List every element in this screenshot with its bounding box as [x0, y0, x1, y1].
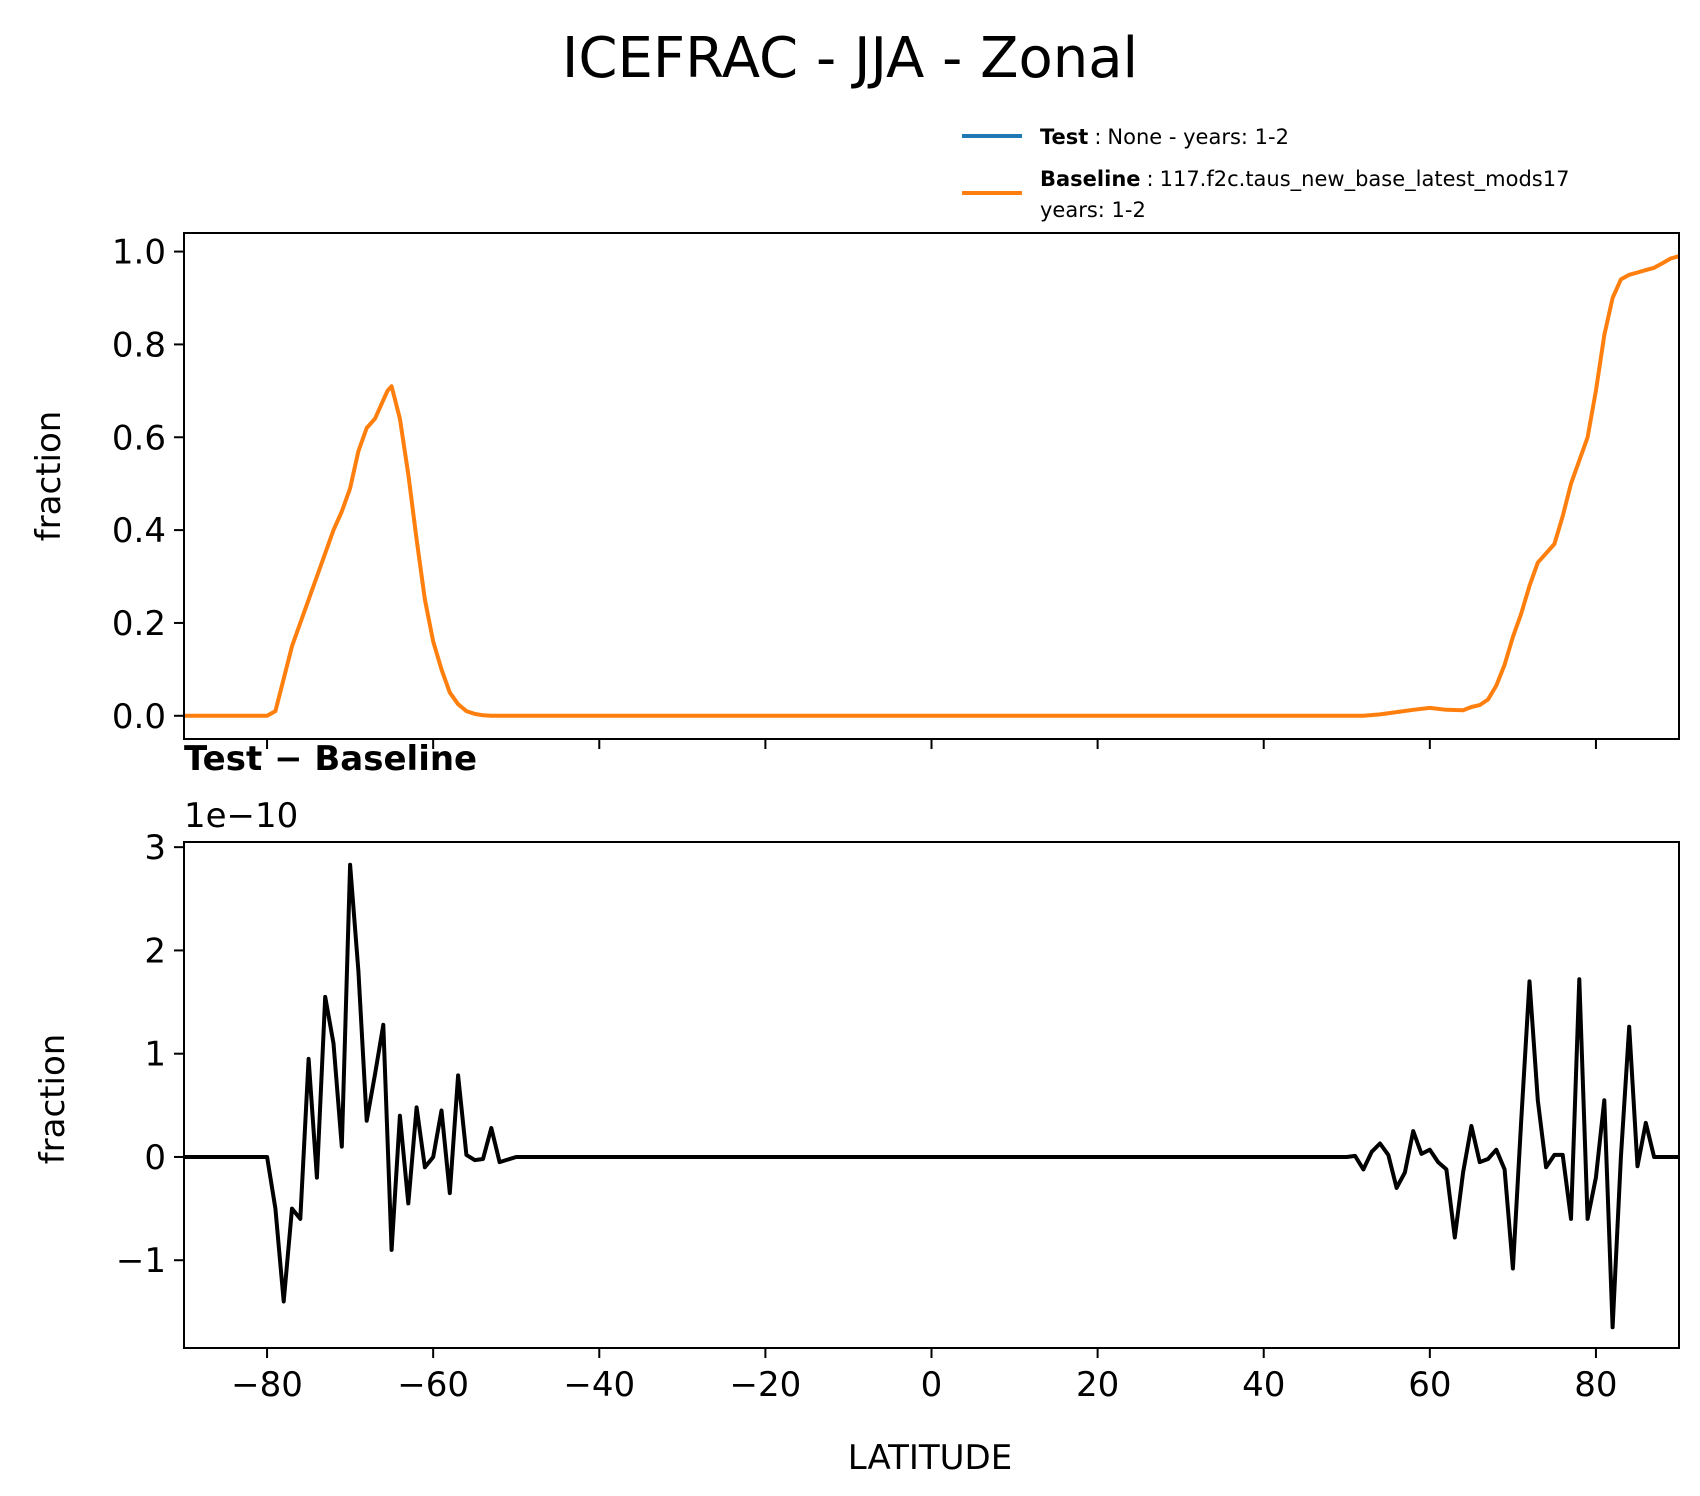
chart-title: ICEFRAC - JJA - Zonal	[562, 26, 1138, 91]
xtick-label: −60	[397, 1365, 469, 1405]
bottom-ylabel: fraction	[33, 1034, 73, 1165]
xtick-label: 60	[1408, 1365, 1451, 1405]
ytick-label: 1.0	[112, 233, 166, 273]
series-line-test-baseline	[184, 862, 1679, 1330]
legend-test-text: None - years: 1-2	[1107, 125, 1289, 149]
ytick-label: 1	[144, 1035, 166, 1075]
xtick-label: −20	[730, 1365, 802, 1405]
ytick-label: 3	[144, 828, 166, 868]
legend-baseline-text: 117.f2c.taus_new_base_latest_mods17	[1160, 167, 1570, 192]
top-axes: 0.0 0.2 0.4 0.6 0.8 1.0	[112, 232, 1680, 749]
xtick-label: −40	[563, 1365, 635, 1405]
series-line-baseline	[184, 254, 1680, 718]
ytick-label: 0.0	[112, 697, 166, 737]
legend-test-entry: Test: None - years: 1-2	[1040, 125, 1289, 149]
ytick-label: 0.2	[112, 604, 166, 644]
xtick-label: 40	[1242, 1365, 1285, 1405]
ytick-label: 2	[144, 931, 166, 971]
bottom-offset-label: 1e−10	[184, 796, 298, 836]
xtick-label: 0	[921, 1365, 943, 1405]
legend-test-name: Test	[1040, 125, 1088, 149]
xtick-label: 80	[1574, 1365, 1617, 1405]
legend-baseline-name: Baseline	[1040, 167, 1141, 191]
top-ylabel: fraction	[29, 411, 69, 542]
xtick-label: −80	[231, 1365, 303, 1405]
axes-frame	[183, 841, 1680, 1349]
bottom-axes: −1 0 1 2 3 −80 −60 −40 −20 0 20 40 60 80	[116, 828, 1680, 1405]
ytick-label: −1	[116, 1241, 166, 1281]
ytick-label: 0.6	[112, 418, 166, 458]
legend-baseline-entry: Baseline:117.f2c.taus_new_base_latest_mo…	[1040, 167, 1569, 192]
axes-frame	[183, 232, 1680, 740]
legend-baseline-text2: years: 1-2	[1040, 198, 1146, 222]
ytick-label: 0	[144, 1138, 166, 1178]
ytick-label: 0.8	[112, 325, 166, 365]
xtick-label: 20	[1076, 1365, 1119, 1405]
legend: Test: None - years: 1-2 Baseline:117.f2c.…	[962, 125, 1569, 222]
ytick-label: 0.4	[112, 511, 166, 551]
bottom-xlabel: LATITUDE	[848, 1438, 1012, 1478]
bottom-subtitle: Test − Baseline	[184, 739, 477, 779]
